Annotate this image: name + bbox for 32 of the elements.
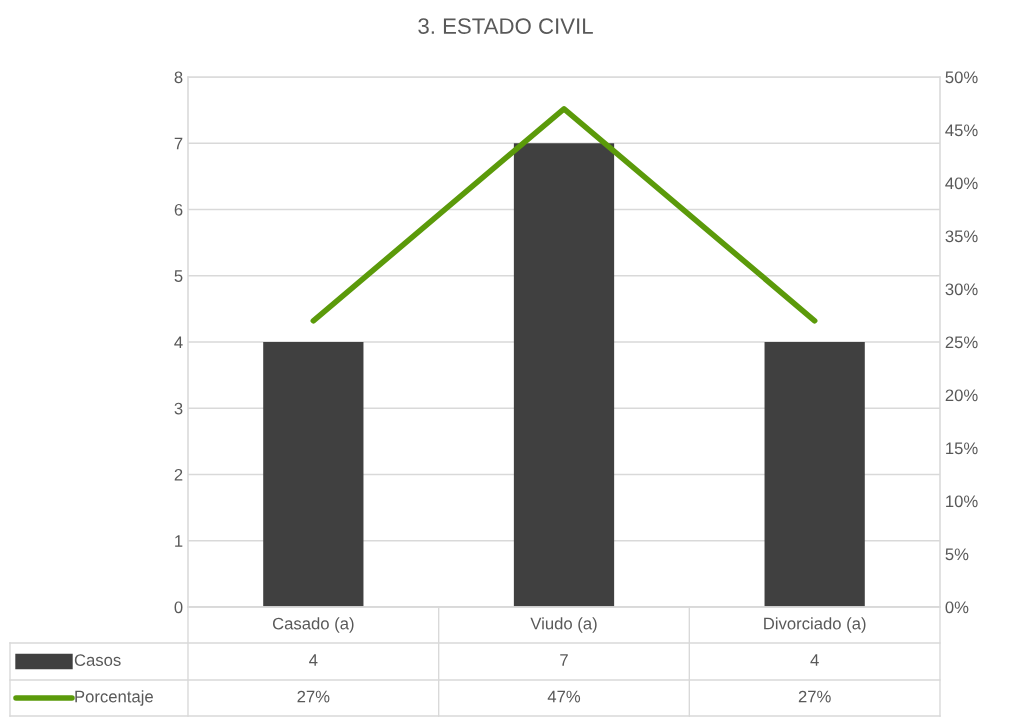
data-label: 47% — [547, 690, 581, 703]
y-tick-label: 5 — [174, 270, 183, 282]
y2-tick-label: 20% — [945, 389, 978, 402]
y2-tick-label: 30% — [945, 283, 978, 296]
x-tick-label: Viudo (a) — [530, 617, 597, 633]
y-tick-label: 3 — [174, 402, 183, 415]
x-tick-label: Divorciado (a) — [764, 617, 866, 633]
y2-tick-label: 25% — [945, 336, 978, 349]
y-tick-label: 2 — [174, 468, 183, 481]
y2-tick-label: 15% — [946, 442, 978, 455]
y2-tick-label: 35% — [945, 230, 978, 243]
data-label: 27% — [798, 690, 831, 703]
y2-tick-label: 5% — [945, 548, 969, 561]
y2-tick-label: 50% — [945, 71, 978, 84]
legend-label: Casos — [74, 654, 121, 666]
y-tick-label: 1 — [175, 535, 183, 547]
y2-tick-label: 0% — [945, 601, 969, 614]
y-tick-label: 6 — [174, 203, 183, 216]
legend-label: Porcentaje — [75, 690, 153, 706]
data-label: 4 — [810, 654, 819, 666]
y-tick-label: 4 — [174, 336, 183, 349]
y2-tick-label: 40% — [945, 177, 978, 190]
data-label: 27% — [297, 690, 330, 703]
y-tick-label: 0 — [174, 601, 183, 614]
y2-tick-label: 45% — [945, 124, 978, 137]
chart-title: 3. ESTADO CIVIL — [418, 18, 593, 34]
y2-tick-label: 10% — [946, 495, 978, 508]
y-tick-label: 7 — [174, 137, 183, 150]
data-label: 7 — [560, 654, 568, 666]
y-tick-label: 8 — [174, 71, 183, 84]
data-label: 4 — [309, 654, 318, 666]
x-tick-label: Casado (a) — [272, 617, 354, 633]
